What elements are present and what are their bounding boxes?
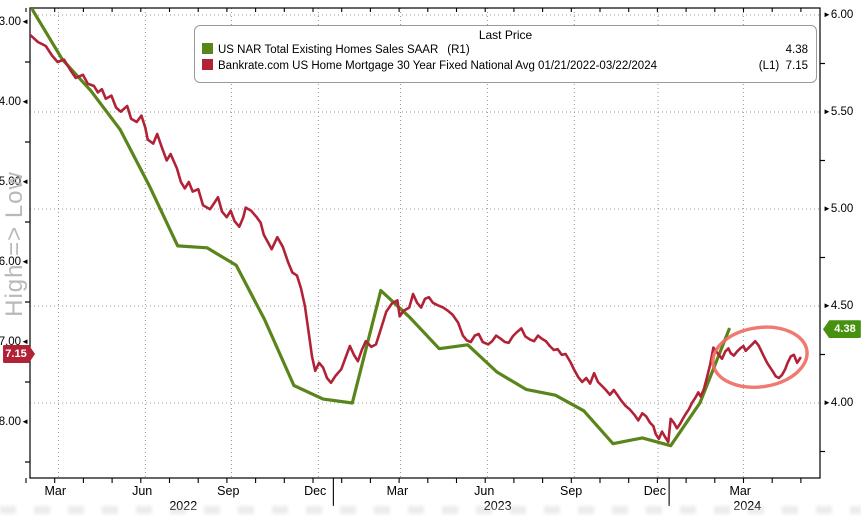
- tick-arrow-icon: ►: [823, 398, 831, 407]
- tick-arrow-icon: ►: [823, 10, 831, 19]
- right-axis-tick-label: ►5.00: [823, 203, 854, 215]
- legend-row-green: US NAR Total Existing Homes Sales SAAR (R…: [195, 42, 816, 58]
- legend-title: Last Price: [478, 28, 533, 42]
- x-axis-month-label: Jun: [132, 484, 153, 498]
- right-axis-tick-label: ►6.00: [823, 9, 854, 21]
- highlight-ellipse-annotation: [711, 325, 809, 389]
- tick-arrow-icon: ◄: [21, 97, 29, 106]
- legend-box: Last Price US NAR Total Existing Homes S…: [194, 25, 817, 83]
- x-axis-month-label: Mar: [44, 484, 67, 498]
- x-axis-month-label: Dec: [643, 484, 666, 498]
- left-axis-tick-label: 6.00◄: [0, 256, 29, 268]
- green-series-line: [30, 8, 731, 448]
- tick-arrow-icon: ◄: [21, 17, 29, 26]
- cropped-banner-smudge: [0, 506, 861, 514]
- legend-axis-tag: (R1): [447, 44, 470, 56]
- axis-direction-watermark: High => Low: [1, 171, 28, 317]
- legend-series-name: Bankrate.com US Home Mortgage 30 Year Fi…: [218, 60, 657, 72]
- tick-arrow-icon: ►: [823, 107, 831, 116]
- x-axis-month-label: Sep: [217, 484, 240, 498]
- right-axis-tick-label: ►4.50: [823, 300, 854, 312]
- tick-arrow-icon: ◄: [21, 257, 29, 266]
- tick-arrow-icon: ►: [823, 301, 831, 310]
- left-axis-tick-label: 5.00◄: [0, 176, 29, 188]
- last-price-badge-right: 4.38: [823, 320, 861, 339]
- legend-tag-and-price: (L1) 7.15: [759, 58, 808, 74]
- plot-border: [29, 7, 821, 479]
- red-series-swatch-icon: [202, 59, 213, 70]
- left-axis-tick-label: 3.00◄: [0, 16, 29, 28]
- left-axis-tick-label: 4.00◄: [0, 96, 29, 108]
- legend-row-red: Bankrate.com US Home Mortgage 30 Year Fi…: [195, 58, 816, 74]
- x-axis-month-label: Mar: [729, 484, 751, 498]
- right-axis-tick-label: ►5.50: [823, 106, 854, 118]
- x-axis-year-label: 2022: [169, 499, 198, 513]
- right-axis-tick-label: ►4.00: [823, 397, 854, 409]
- tick-arrow-icon: ◄: [21, 177, 29, 186]
- x-axis-month-label: Mar: [386, 484, 409, 498]
- left-axis-tick-label: 8.00◄: [0, 416, 29, 428]
- x-axis-year-label: 2024: [733, 499, 762, 513]
- last-price-badge-left: 7.15: [3, 345, 35, 363]
- tick-arrow-icon: ◄: [21, 417, 29, 426]
- legend-last-price: 7.15: [785, 60, 808, 72]
- x-axis-year-label: 2023: [483, 499, 512, 513]
- x-axis-month-label: Dec: [304, 484, 327, 498]
- green-series-swatch-icon: [202, 43, 213, 54]
- legend-series-name: US NAR Total Existing Homes Sales SAAR: [218, 44, 439, 56]
- tick-arrow-icon: ◄: [21, 337, 29, 346]
- tick-arrow-icon: ►: [823, 204, 831, 213]
- x-axis-month-label: Sep: [560, 484, 583, 498]
- legend-axis-tag: (L1): [758, 60, 780, 72]
- red-series-line: [30, 33, 802, 444]
- legend-last-price: 4.38: [785, 44, 808, 56]
- x-axis-month-label: Jun: [474, 484, 495, 498]
